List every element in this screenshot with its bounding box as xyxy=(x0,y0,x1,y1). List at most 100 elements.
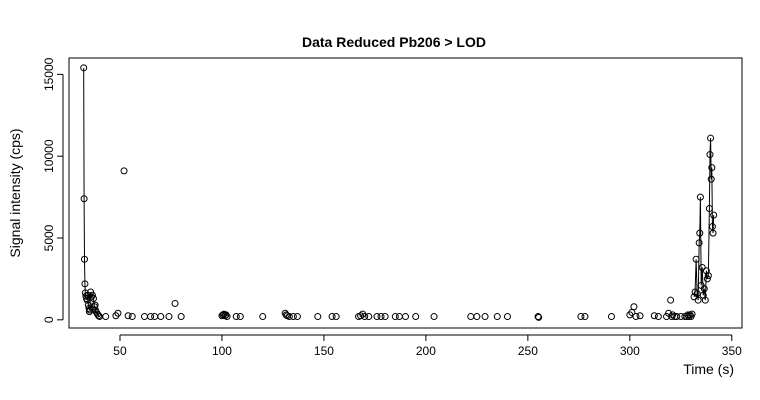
data-point xyxy=(151,313,159,321)
y-tick-label: 15000 xyxy=(42,57,56,91)
data-point xyxy=(232,313,240,321)
data-point xyxy=(365,313,373,321)
chart-title: Data Reduced Pb206 > LOD xyxy=(302,34,486,50)
data-point xyxy=(102,313,110,321)
data-point xyxy=(89,305,97,313)
data-point xyxy=(314,313,322,321)
data-point xyxy=(691,288,699,296)
x-tick-label: 50 xyxy=(113,344,127,358)
data-point xyxy=(293,313,301,321)
data-point xyxy=(695,239,703,247)
data-point xyxy=(430,313,438,321)
x-tick-label: 250 xyxy=(518,344,538,358)
data-point xyxy=(693,290,701,298)
x-tick-label: 350 xyxy=(722,344,742,358)
data-point xyxy=(696,193,704,201)
data-point xyxy=(704,272,712,280)
data-point xyxy=(473,313,481,321)
data-point xyxy=(701,296,709,304)
data-point xyxy=(81,280,89,288)
data-point xyxy=(694,296,702,304)
data-point xyxy=(236,313,244,321)
data-point xyxy=(706,151,714,159)
data-point xyxy=(700,285,708,293)
data-point xyxy=(632,313,640,321)
x-tick-label: 300 xyxy=(620,344,640,358)
data-point xyxy=(84,301,92,309)
data-point xyxy=(80,195,88,203)
data-point xyxy=(91,301,99,309)
x-tick-label: 100 xyxy=(212,344,232,358)
data-point xyxy=(467,313,475,321)
data-point xyxy=(120,167,128,175)
data-point xyxy=(709,229,717,237)
data-point xyxy=(705,205,713,213)
data-point xyxy=(503,313,511,321)
data-point xyxy=(607,313,615,321)
data-point xyxy=(707,175,715,183)
x-tick-label: 150 xyxy=(314,344,334,358)
data-point xyxy=(332,313,340,321)
y-tick-label: 0 xyxy=(42,316,56,323)
data-line-start xyxy=(83,67,100,317)
data-point xyxy=(88,291,96,299)
data-point xyxy=(696,229,704,237)
data-point xyxy=(328,313,336,321)
data-point xyxy=(177,313,185,321)
data-point xyxy=(669,311,677,319)
data-point xyxy=(636,312,644,320)
y-axis: 0 5000 10000 15000 xyxy=(42,57,64,323)
plot-frame xyxy=(68,57,743,329)
data-point xyxy=(402,313,409,321)
data-point xyxy=(357,312,365,320)
data-point xyxy=(707,134,715,142)
data-point xyxy=(95,312,103,320)
data-point xyxy=(259,313,267,321)
data-point xyxy=(534,313,542,321)
data-point xyxy=(667,296,675,304)
x-tick-label: 200 xyxy=(416,344,436,358)
data-point xyxy=(87,293,95,301)
data-point xyxy=(222,311,230,319)
data-point xyxy=(654,313,662,321)
data-point xyxy=(361,313,369,321)
data-point xyxy=(373,313,381,321)
data-point xyxy=(710,211,718,219)
data-point xyxy=(157,313,165,321)
data-point xyxy=(581,313,589,321)
data-point xyxy=(83,296,91,304)
data-point xyxy=(630,303,638,311)
data-point-layer xyxy=(80,64,718,321)
data-point xyxy=(481,313,489,321)
data-point xyxy=(650,312,658,320)
x-axis-label: Time (s) xyxy=(683,361,734,377)
data-point xyxy=(535,313,543,321)
data-point xyxy=(381,313,389,321)
data-point xyxy=(128,313,136,321)
data-point xyxy=(140,313,148,321)
data-point xyxy=(124,312,132,320)
data-point xyxy=(708,164,716,172)
y-tick-label: 5000 xyxy=(42,224,56,251)
data-point xyxy=(391,313,399,321)
data-point xyxy=(703,275,711,283)
data-point xyxy=(218,312,226,320)
data-point xyxy=(289,313,297,321)
data-point xyxy=(81,255,88,263)
data-point xyxy=(577,313,585,321)
data-point xyxy=(89,295,97,303)
data-line-end xyxy=(693,138,715,301)
data-point xyxy=(223,313,231,321)
data-line-layer xyxy=(83,67,715,317)
data-point xyxy=(668,313,676,321)
data-point xyxy=(171,299,179,307)
data-point xyxy=(412,313,420,321)
data-point xyxy=(493,313,501,321)
data-point xyxy=(80,64,88,72)
data-point xyxy=(673,313,681,321)
data-point xyxy=(285,313,293,321)
data-point xyxy=(377,313,385,321)
data-point xyxy=(147,313,155,321)
y-axis-label: Signal intensity (cps) xyxy=(7,128,23,257)
